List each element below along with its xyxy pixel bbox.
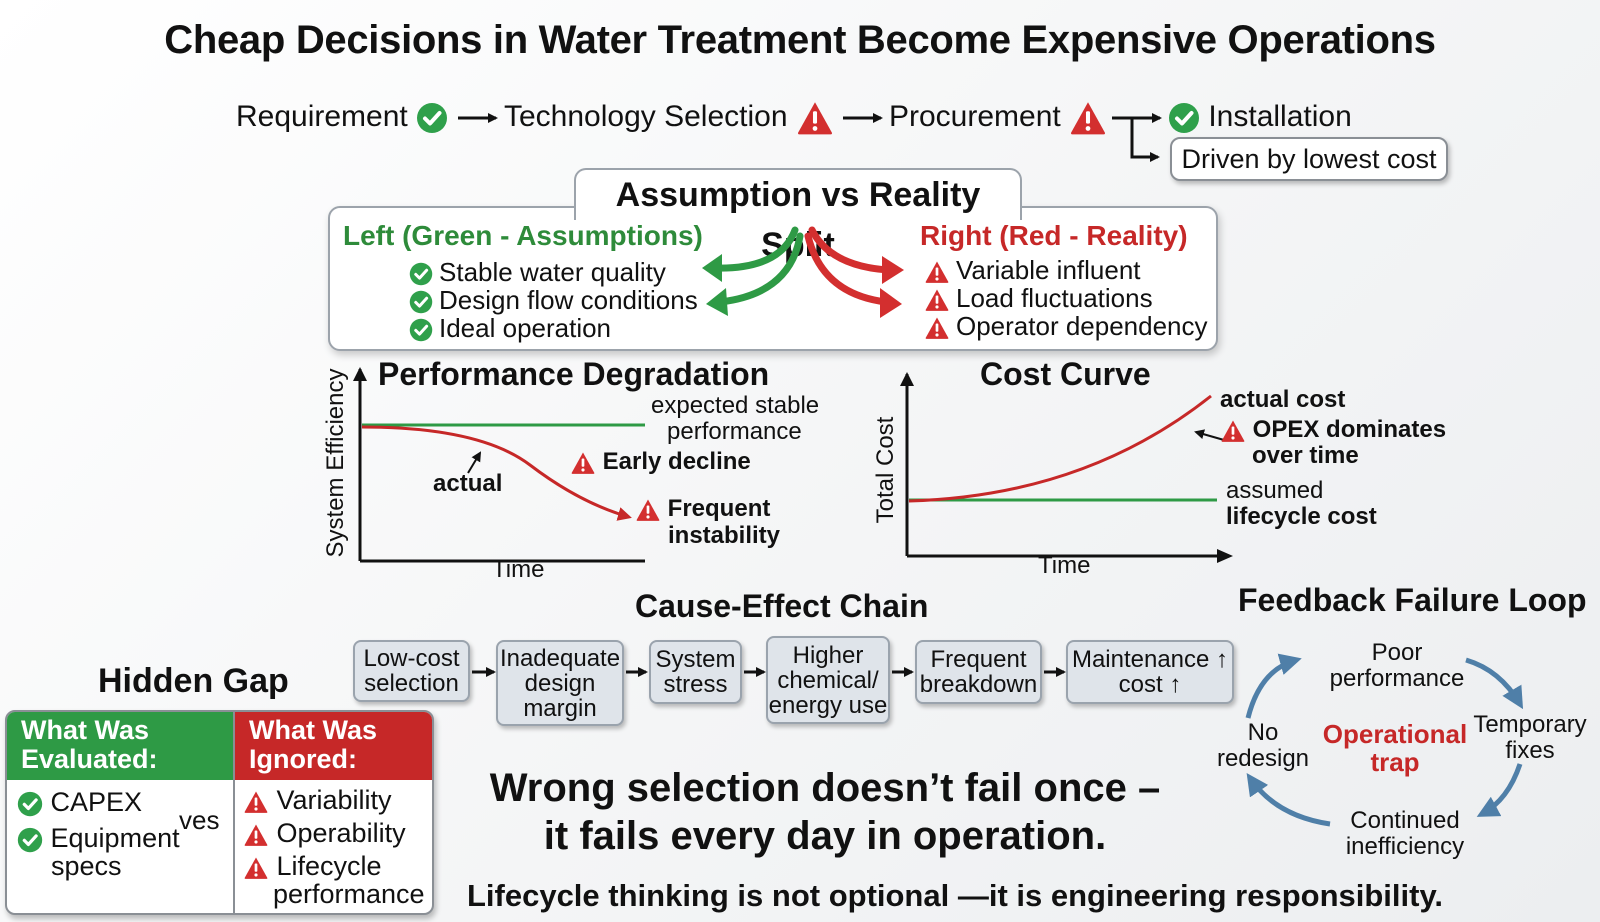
actual-cost-line — [908, 394, 1212, 503]
frequent-instability-label: Frequent — [635, 495, 770, 523]
warning-icon — [924, 260, 950, 284]
arrow-icon — [458, 113, 498, 123]
opex-label: over time — [1252, 442, 1359, 469]
warning-icon — [1220, 419, 1246, 443]
evaluated-item: Equipment — [17, 824, 180, 853]
feedback-loop-title: Feedback Failure Loop — [1238, 582, 1587, 618]
warning-icon — [243, 790, 269, 814]
warning-icon — [1069, 100, 1107, 136]
flow-step-label: Technology Selection — [504, 100, 788, 133]
loop-node-no-redesign: No redesign — [1216, 719, 1310, 772]
assumed-cost-label: assumed — [1226, 477, 1324, 504]
warning-icon — [243, 856, 269, 880]
cause-box: Higher chemical/energy use — [766, 636, 890, 724]
ignored-item: Lifecycle — [243, 852, 382, 881]
warning-icon — [796, 100, 834, 136]
lowest-cost-note: Driven by lowest cost — [1170, 137, 1448, 181]
reality-item: Operator dependency — [924, 312, 1208, 340]
cost-x-label: Time — [1038, 552, 1091, 579]
flow-step-label: Procurement — [889, 100, 1061, 133]
flow-step-label: Requirement — [236, 100, 408, 133]
warning-icon — [924, 316, 950, 340]
expected-label: expected stable — [651, 392, 820, 419]
reality-heading: Right (Red - Reality) — [920, 220, 1188, 251]
warning-icon — [924, 288, 950, 312]
page-title: Cheap Decisions in Water Treatment Becom… — [164, 18, 1436, 62]
loop-node-poor-performance: Poor performance — [1329, 639, 1465, 692]
branch-arrow-icon — [1112, 113, 1162, 162]
check-icon — [1168, 102, 1200, 134]
assumption-item: Stable water quality — [409, 258, 666, 286]
operational-trap-label: Operational trap — [1322, 719, 1468, 777]
chain-arrow-icon — [472, 667, 496, 677]
flow-step-installation: Installation — [1168, 99, 1352, 135]
warning-icon — [243, 823, 269, 847]
assumption-item: Design flow conditions — [409, 286, 698, 314]
check-icon — [416, 102, 448, 134]
ignored-header: What Was Ignored: — [235, 712, 432, 780]
cost-chart-title: Cost Curve — [980, 356, 1151, 392]
check-icon — [409, 262, 433, 286]
chain-arrow-icon — [626, 667, 648, 677]
assumption-item: Ideal operation — [409, 314, 611, 342]
chain-arrow-icon — [1044, 667, 1066, 677]
frequent-instability-label: instability — [668, 522, 781, 549]
cause-box: Maintenance ↑ cost ↑ — [1066, 640, 1234, 704]
assumptions-heading: Left (Green - Assumptions) — [343, 220, 703, 251]
chain-arrow-icon — [744, 667, 766, 677]
early-decline-label: Early decline — [570, 448, 751, 476]
ignored-item: performance — [273, 879, 425, 909]
loop-node-temporary-fixes: Temporary fixes — [1473, 711, 1587, 764]
loop-arrows-icon — [1245, 653, 1524, 827]
performance-chart — [353, 367, 645, 563]
flow-step-label: Installation — [1208, 100, 1352, 133]
arrow-icon — [843, 113, 883, 123]
vs-label: ves — [179, 805, 220, 835]
hidden-gap-title: Hidden Gap — [98, 662, 289, 700]
loop-node-continued-inefficiency: Continued inefficiency — [1345, 807, 1465, 860]
pointer-arrow-icon — [1194, 429, 1225, 441]
ignored-item: Variability — [243, 786, 392, 815]
performance-x-label: Time — [492, 556, 545, 583]
split-arrows-icon — [702, 226, 904, 318]
assumed-cost-label: lifecycle cost — [1226, 503, 1377, 530]
flow-step-procurement: Procurement — [889, 99, 1107, 136]
cause-effect-title: Cause-Effect Chain — [635, 588, 929, 624]
cause-box: System stress — [649, 640, 742, 704]
footer-message: Lifecycle thinking is not optional —it i… — [466, 878, 1444, 913]
check-icon — [409, 318, 433, 342]
ignored-item: Operability — [243, 819, 406, 848]
hidden-gap-table: What Was Evaluated: What Was Ignored: CA… — [5, 710, 434, 915]
flow-step-requirement: Requirement — [236, 99, 448, 135]
cause-box: Inadequate design margin — [496, 640, 624, 726]
opex-label: OPEX dominates — [1220, 416, 1446, 444]
evaluated-item: CAPEX — [17, 788, 142, 817]
warning-icon — [635, 498, 661, 522]
evaluated-header: What Was Evaluated: — [7, 712, 233, 780]
check-icon — [17, 827, 43, 853]
performance-chart-title: Performance Degradation — [378, 356, 770, 392]
split-title: Assumption vs Reality Split — [574, 168, 1022, 264]
key-message: Wrong selection doesn’t fail once – it f… — [489, 766, 1161, 858]
warning-icon — [570, 451, 596, 475]
actual-label: actual — [433, 470, 503, 497]
cause-box: Frequent breakdown — [915, 640, 1042, 704]
actual-performance-line — [361, 425, 632, 521]
column-divider — [233, 712, 235, 913]
cause-box: Low-cost selection — [353, 640, 470, 702]
check-icon — [409, 290, 433, 314]
expected-label: performance — [667, 418, 802, 445]
reality-item: Load fluctuations — [924, 284, 1153, 312]
check-icon — [17, 791, 43, 817]
cost-chart — [900, 372, 1233, 563]
assumption-reality-panel — [328, 206, 1218, 351]
chain-arrow-icon — [892, 667, 914, 677]
actual-cost-label: actual cost — [1220, 386, 1346, 413]
evaluated-item: specs — [51, 851, 122, 881]
flow-step-technology-selection: Technology Selection — [504, 99, 834, 136]
reality-item: Variable influent — [924, 256, 1141, 284]
